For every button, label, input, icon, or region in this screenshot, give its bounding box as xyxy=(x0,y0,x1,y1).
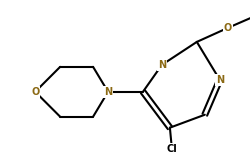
Text: O: O xyxy=(223,23,231,33)
Text: N: N xyxy=(157,60,165,70)
Text: N: N xyxy=(215,75,223,85)
Text: N: N xyxy=(104,87,112,97)
Text: O: O xyxy=(31,87,39,97)
Text: Cl: Cl xyxy=(166,144,176,154)
